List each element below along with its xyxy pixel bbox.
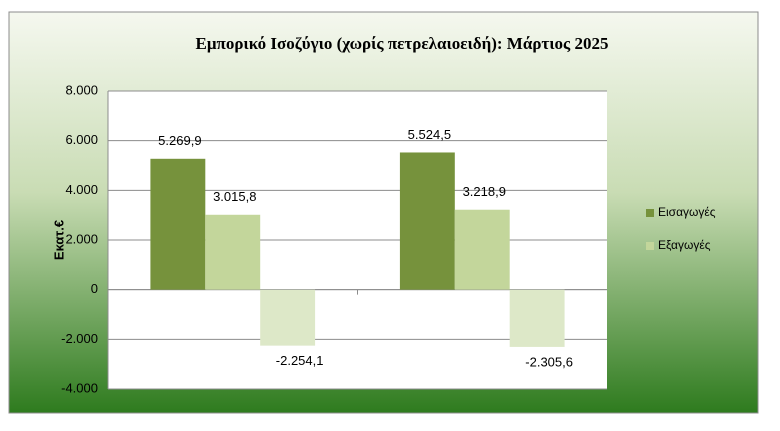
data-label: 3.218,9 <box>463 184 506 199</box>
y-tick-label: 4.000 <box>65 182 98 197</box>
data-label: -2.305,6 <box>525 354 573 369</box>
y-tick-label: 0 <box>91 281 98 296</box>
bar <box>454 209 510 290</box>
legend-swatch <box>646 209 654 217</box>
legend-swatch <box>646 242 654 250</box>
bar <box>150 158 206 290</box>
data-label: 5.269,9 <box>158 133 201 148</box>
bar <box>260 289 316 346</box>
bar <box>509 289 565 347</box>
bar <box>205 214 261 290</box>
data-label: -2.254,1 <box>276 353 324 368</box>
data-label: 3.015,8 <box>213 189 256 204</box>
bar <box>399 152 455 290</box>
data-label: 5.524,5 <box>408 127 451 142</box>
y-tick-label: -4.000 <box>61 380 98 395</box>
legend-label: Εξαγωγές <box>658 238 711 252</box>
y-tick-label: 8.000 <box>65 82 98 97</box>
chart-title: Εμπορικό Ισοζύγιο (χωρίς πετρελαιοειδή):… <box>196 34 609 53</box>
y-tick-label: 2.000 <box>65 231 98 246</box>
y-axis-label: Εκατ.€ <box>51 220 66 260</box>
y-tick-label: 6.000 <box>65 132 98 147</box>
y-tick-label: -2.000 <box>61 331 98 346</box>
legend-label: Εισαγωγές <box>658 205 716 219</box>
